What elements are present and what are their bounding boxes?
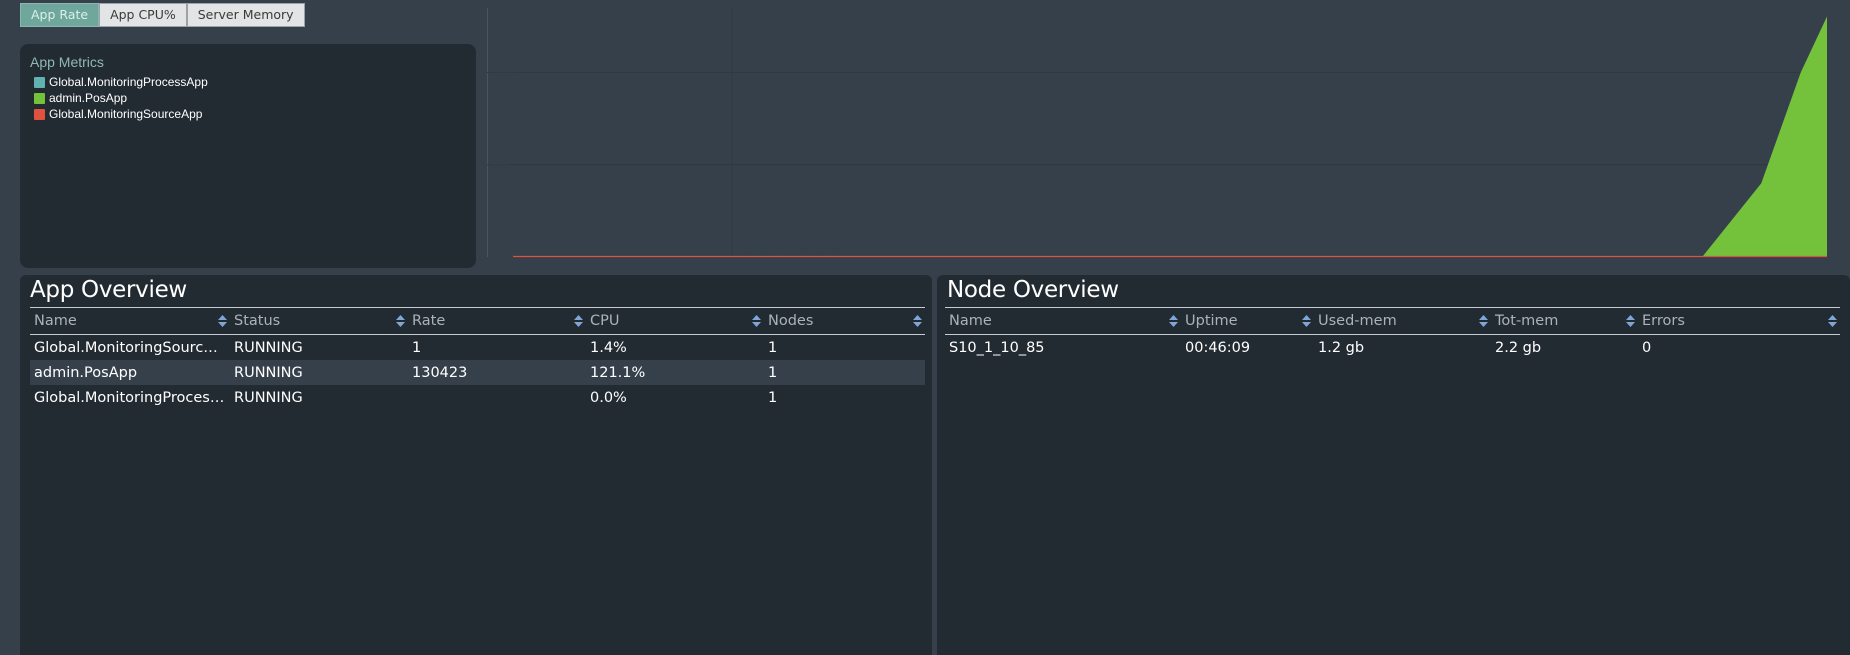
cell-rate: 1	[412, 339, 422, 356]
column-header-rate[interactable]: Rate	[408, 307, 586, 335]
column-header-name[interactable]: Name	[30, 307, 230, 335]
cell-status: RUNNING	[234, 339, 303, 356]
table-row[interactable]: Global.MonitoringProcessApp RUNNING 0.0%…	[30, 385, 925, 410]
sort-icon[interactable]	[217, 314, 228, 328]
cell-name: Global.MonitoringSourceApp	[34, 339, 230, 356]
cell-status: RUNNING	[234, 389, 303, 406]
table-row[interactable]: admin.PosApp RUNNING 130423 121.1% 1	[30, 360, 925, 385]
sort-icon[interactable]	[1827, 314, 1838, 328]
cell-nodes: 1	[768, 389, 778, 406]
x-tick-label: 1/19/2016, 3:30:00 PM	[735, 246, 846, 258]
tab-app-rate[interactable]: App Rate	[20, 3, 100, 27]
tab-app-cpu[interactable]: App CPU%	[99, 3, 187, 27]
legend-title: App Metrics	[30, 54, 104, 70]
legend-swatch	[34, 92, 45, 104]
cell-tot-mem: 2.2 gb	[1495, 339, 1542, 356]
table-header-row: Name Uptime Used-mem Tot-mem Errors	[945, 307, 1840, 335]
legend-swatch	[34, 76, 45, 88]
cell-rate: 130423	[408, 360, 586, 385]
app-overview-title: App Overview	[30, 277, 187, 303]
table-row[interactable]: Global.MonitoringSourceApp RUNNING 1 1.4…	[30, 335, 925, 361]
sort-icon[interactable]	[1301, 314, 1312, 328]
table-row[interactable]: S10_1_10_85 00:46:09 1.2 gb 2.2 gb 0	[945, 335, 1840, 361]
cell-cpu: 121.1%	[586, 360, 764, 385]
table-header-row: Name Status Rate CPU Nodes	[30, 307, 925, 335]
node-overview-table: Name Uptime Used-mem Tot-mem Errors S10_…	[945, 307, 1840, 360]
sort-icon[interactable]	[573, 314, 584, 328]
cell-rate	[408, 385, 586, 410]
legend-item[interactable]: Global.MonitoringSourceApp	[34, 106, 208, 122]
sort-icon[interactable]	[395, 314, 406, 328]
chart-svg: 100K 50K 1/19/2016, 3:30:00 PM	[487, 8, 1827, 258]
sort-icon[interactable]	[751, 314, 762, 328]
legend-label: admin.PosApp	[49, 91, 128, 105]
column-header-tot-mem[interactable]: Tot-mem	[1491, 307, 1638, 335]
node-overview-title: Node Overview	[947, 277, 1119, 303]
cell-name: admin.PosApp	[30, 360, 230, 385]
cell-cpu: 1.4%	[590, 339, 627, 356]
legend-item[interactable]: admin.PosApp	[34, 90, 208, 106]
cell-name: S10_1_10_85	[949, 339, 1045, 356]
cell-errors: 0	[1642, 339, 1652, 356]
legend-panel: App Metrics Global.MonitoringProcessApp …	[20, 44, 476, 268]
sort-icon[interactable]	[1168, 314, 1179, 328]
sort-icon[interactable]	[1478, 314, 1489, 328]
cell-nodes: 1	[768, 339, 778, 356]
legend-label: Global.MonitoringProcessApp	[49, 75, 208, 89]
column-header-nodes[interactable]: Nodes	[764, 307, 925, 335]
app-overview-table: Name Status Rate CPU Nodes Global.Monito…	[30, 307, 925, 410]
column-header-errors[interactable]: Errors	[1638, 307, 1840, 335]
tab-server-memory[interactable]: Server Memory	[186, 3, 305, 27]
sort-icon[interactable]	[912, 314, 923, 328]
sort-icon[interactable]	[1625, 314, 1636, 328]
y-tick-label: 100K	[491, 68, 517, 80]
legend-label: Global.MonitoringSourceApp	[49, 107, 203, 121]
legend-list: Global.MonitoringProcessApp admin.PosApp…	[34, 74, 208, 122]
legend-item[interactable]: Global.MonitoringProcessApp	[34, 74, 208, 90]
app-rate-chart: 100K 50K 1/19/2016, 3:30:00 PM	[487, 8, 1827, 260]
metric-tabs: App Rate App CPU% Server Memory	[20, 3, 305, 27]
cell-name: Global.MonitoringProcessApp	[34, 389, 230, 406]
cell-status: RUNNING	[230, 360, 408, 385]
app-overview-panel: App Overview Name Status Rate CPU Nodes …	[20, 275, 932, 655]
column-header-cpu[interactable]: CPU	[586, 307, 764, 335]
column-header-name[interactable]: Name	[945, 307, 1181, 335]
column-header-used-mem[interactable]: Used-mem	[1314, 307, 1491, 335]
cell-nodes: 1	[764, 360, 925, 385]
cell-uptime: 00:46:09	[1185, 339, 1251, 356]
legend-swatch	[34, 108, 45, 120]
cell-cpu: 0.0%	[590, 389, 627, 406]
cell-used-mem: 1.2 gb	[1318, 339, 1365, 356]
series-area-admin-posapp	[513, 16, 1827, 258]
column-header-uptime[interactable]: Uptime	[1181, 307, 1314, 335]
column-header-status[interactable]: Status	[230, 307, 408, 335]
node-overview-panel: Node Overview Name Uptime Used-mem Tot-m…	[937, 275, 1850, 655]
y-tick-label: 50K	[491, 160, 511, 172]
